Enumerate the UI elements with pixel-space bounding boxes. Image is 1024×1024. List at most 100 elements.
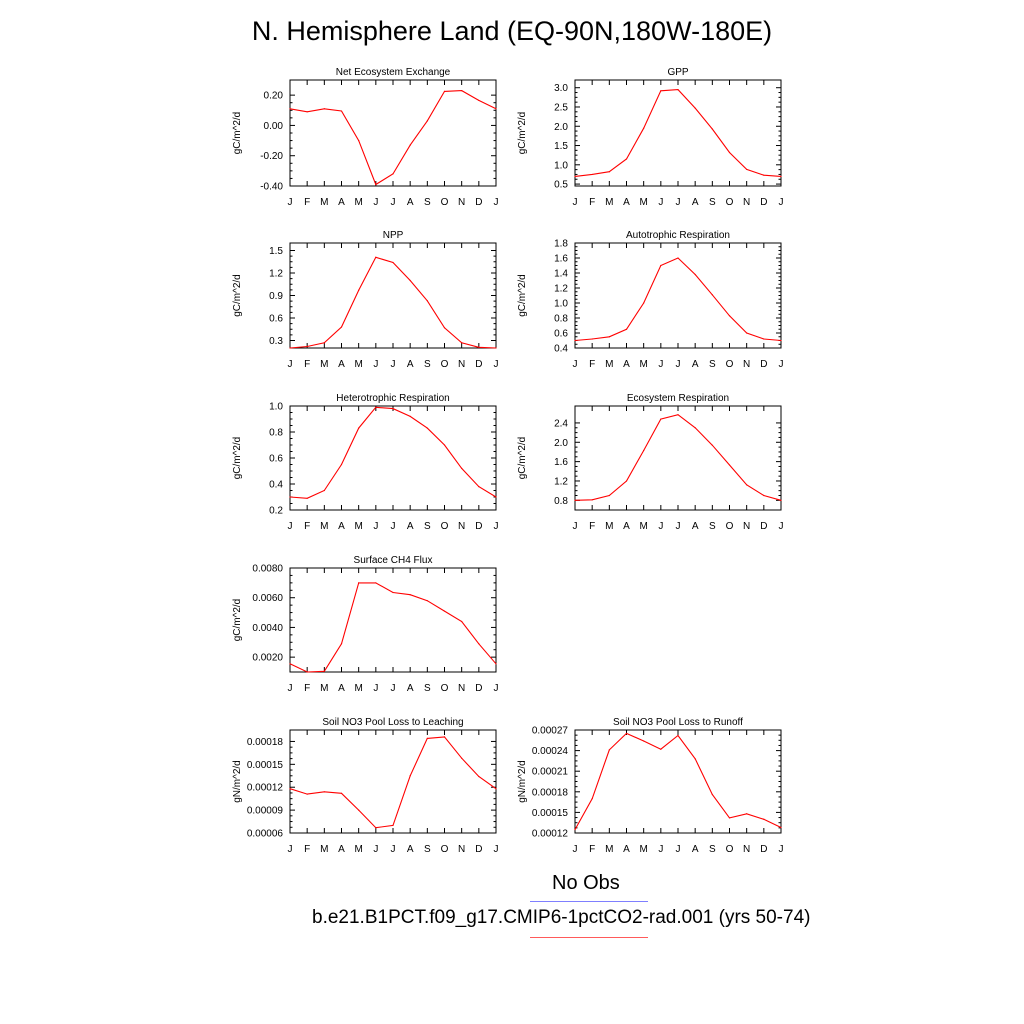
data-point [409, 415, 411, 417]
x-tick-label: D [760, 844, 767, 855]
x-tick-label: J [494, 521, 499, 532]
data-point [375, 582, 377, 584]
data-point [728, 817, 731, 819]
data-point [426, 120, 428, 122]
y-tick-label: 1.5 [554, 141, 568, 152]
y-tick-label: 2.4 [554, 418, 568, 429]
y-tick-label: 2.0 [554, 122, 568, 133]
data-point [426, 300, 428, 302]
y-tick-label: 1.4 [554, 269, 568, 280]
data-point [746, 813, 748, 815]
x-tick-label: J [391, 844, 396, 855]
x-tick-label: D [475, 683, 482, 694]
x-tick-label: A [692, 359, 699, 370]
panel-title: Soil NO3 Pool Loss to Runoff [613, 717, 743, 728]
series-line [289, 736, 497, 829]
x-tick-label: F [304, 844, 310, 855]
series-line [289, 256, 497, 349]
x-tick-label: N [458, 844, 465, 855]
x-tick-label: J [288, 844, 293, 855]
data-point [711, 444, 713, 446]
x-tick-label: S [709, 844, 716, 855]
data-point [426, 427, 428, 429]
data-point [392, 824, 394, 826]
y-axis-label: gC/m^2/d [517, 112, 528, 155]
data-point [763, 818, 765, 820]
x-tick-label: J [676, 197, 681, 208]
data-point [591, 173, 593, 176]
series-line [289, 90, 497, 186]
y-tick-label: 1.2 [269, 269, 283, 280]
series-line [574, 414, 782, 501]
y-tick-label: 0.00006 [247, 829, 284, 840]
x-tick-label: S [709, 521, 716, 532]
x-tick-label: M [320, 521, 328, 532]
data-point [677, 257, 679, 259]
data-point [340, 326, 343, 328]
data-point [306, 793, 308, 795]
x-tick-label: J [658, 197, 663, 208]
y-tick-label: 1.0 [554, 160, 568, 171]
data-point [763, 494, 765, 497]
x-tick-label: M [605, 521, 613, 532]
y-tick-label: 1.6 [554, 254, 568, 265]
data-point [746, 332, 748, 334]
x-tick-label: F [304, 197, 310, 208]
x-tick-label: A [623, 359, 630, 370]
y-tick-label: 0.00015 [247, 760, 284, 771]
data-point [728, 315, 731, 317]
panel-title: Autotrophic Respiration [626, 230, 730, 241]
data-point [426, 600, 428, 602]
x-tick-label: D [475, 521, 482, 532]
x-tick-label: D [760, 359, 767, 370]
panel-title: Heterotrophic Respiration [336, 393, 449, 404]
legend-case-swatch [530, 937, 648, 938]
x-tick-label: F [589, 359, 595, 370]
chart-panel-8: Soil NO3 Pool Loss to Runoff gN/m^2/d 0.00… [517, 717, 784, 855]
data-point [608, 749, 610, 751]
data-point [711, 128, 713, 130]
data-point [694, 273, 696, 276]
x-tick-label: J [779, 359, 784, 370]
x-tick-label: A [338, 197, 345, 208]
data-point [289, 496, 291, 498]
data-point [643, 127, 645, 129]
data-point [660, 748, 662, 750]
y-tick-label: 1.5 [269, 246, 283, 257]
x-tick-label: J [391, 359, 396, 370]
x-tick-label: J [391, 521, 396, 532]
x-tick-label: J [494, 359, 499, 370]
x-tick-label: J [373, 359, 378, 370]
data-point [289, 347, 291, 349]
x-tick-label: F [304, 521, 310, 532]
x-tick-label: J [676, 359, 681, 370]
data-point [358, 139, 360, 142]
x-tick-label: J [288, 683, 293, 694]
legend-case-label: b.e21.B1PCT.f09_g17.CMIP6-1pctCO2-rad.00… [312, 907, 811, 928]
data-point [289, 108, 291, 110]
series-line [574, 89, 782, 177]
legend-obs-label: No Obs [552, 872, 620, 894]
x-tick-label: J [573, 197, 578, 208]
x-tick-label: N [743, 197, 750, 208]
y-axis-label: gC/m^2/d [232, 112, 243, 155]
data-point [591, 798, 593, 800]
panel-title: Ecosystem Respiration [627, 393, 729, 404]
x-tick-label: J [676, 844, 681, 855]
x-tick-label: A [692, 521, 699, 532]
data-point [574, 828, 576, 831]
data-point [478, 486, 480, 488]
x-tick-label: N [458, 521, 465, 532]
plot-frame [289, 79, 497, 187]
x-tick-label: A [623, 197, 630, 208]
y-tick-label: 0.00021 [532, 767, 569, 778]
x-tick-label: A [338, 359, 345, 370]
data-point [746, 168, 748, 171]
chart-panel-4: Heterotrophic Respiration gC/m^2/d 0.2 0.4 0… [232, 393, 499, 532]
data-point [495, 108, 497, 110]
data-point [625, 732, 628, 735]
data-point [495, 663, 497, 665]
data-point [677, 734, 679, 737]
data-point [608, 494, 610, 497]
data-point [306, 345, 308, 348]
